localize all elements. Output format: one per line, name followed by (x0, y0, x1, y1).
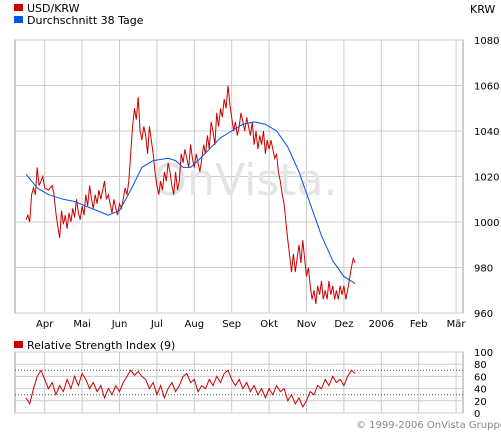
legend-swatch-rsi (14, 341, 23, 348)
rsi-chart-y-tick-label: 60 (474, 372, 487, 383)
legend-item-rsi: Relative Strength Index (9) (14, 340, 175, 352)
price-chart-x-tick-label: Aug (185, 319, 205, 330)
price-chart-y-tick-label: 1060 (474, 82, 499, 93)
price-chart-x-tick-label: Apr (36, 319, 54, 330)
price-chart-x-tick-label: Mär (447, 319, 467, 330)
price-chart-y-tick-label: 1040 (474, 127, 499, 138)
price-chart-x-tick-label: Sep (222, 319, 241, 330)
rsi-chart-y-tick-label: 40 (474, 385, 487, 396)
price-chart-x-tick-label: Jun (111, 319, 128, 330)
legend-label-average: Durchschnitt 38 Tage (27, 14, 144, 27)
rsi-chart-grid (14, 351, 464, 414)
price-chart-x-tick-label: Feb (410, 319, 428, 330)
legend-label-usdkrw: USD/KRW (27, 2, 80, 15)
rsi-chart-y-tick-label: 0 (474, 409, 480, 420)
price-chart-x-tick-label: 2006 (369, 319, 394, 330)
price-chart: OnVista. 960 980 1000 1020 1040 1060 1080 Apr Ma… (14, 36, 499, 330)
price-chart-series (25, 85, 356, 304)
price-chart-x-tick-label: Nov (297, 319, 317, 330)
rsi-chart-y-tick-label: 20 (474, 397, 487, 408)
price-chart-x-tick-label: Jul (150, 319, 163, 330)
copyright-text: © 1999-2006 OnVista Gruppe (356, 420, 501, 431)
price-chart-series-line-usd-krw (25, 85, 356, 304)
rsi-chart-series (25, 369, 356, 409)
legend-label-rsi: Relative Strength Index (9) (27, 339, 176, 352)
price-chart-y-tick-label: 960 (474, 309, 493, 320)
watermark: OnVista. (152, 155, 337, 206)
legend-item-average: Durchschnitt 38 Tage (14, 15, 144, 27)
price-chart-grid (14, 39, 464, 314)
price-chart-y-tick-label: 1020 (474, 173, 499, 184)
price-chart-x-tick-label: Okt (260, 319, 278, 330)
price-chart-y-tick-label: 1000 (474, 218, 499, 229)
rsi-chart-series-line-relative-strength-index-9 (25, 369, 356, 409)
unit-label: KRW (470, 3, 496, 16)
price-chart-x-tick-label: Mai (73, 319, 91, 330)
price-chart-y-tick-label: 980 (474, 264, 493, 275)
rsi-chart-y-tick-label: 80 (474, 360, 487, 371)
legend-item-usdkrw: USD/KRW (14, 3, 80, 15)
legend-swatch-blue (14, 16, 23, 23)
legend-swatch-red (14, 4, 23, 11)
rsi-chart-y-tick-label: 100 (474, 348, 493, 359)
price-chart-x-tick-label: Dez (334, 319, 353, 330)
price-chart-axis-labels: 960 980 1000 1020 1040 1060 1080 Apr Mai Jun Jul Au… (36, 36, 499, 330)
price-chart-y-tick-label: 1080 (474, 36, 499, 47)
price-chart-series-line-durchschnitt-38-tage (25, 121, 356, 284)
